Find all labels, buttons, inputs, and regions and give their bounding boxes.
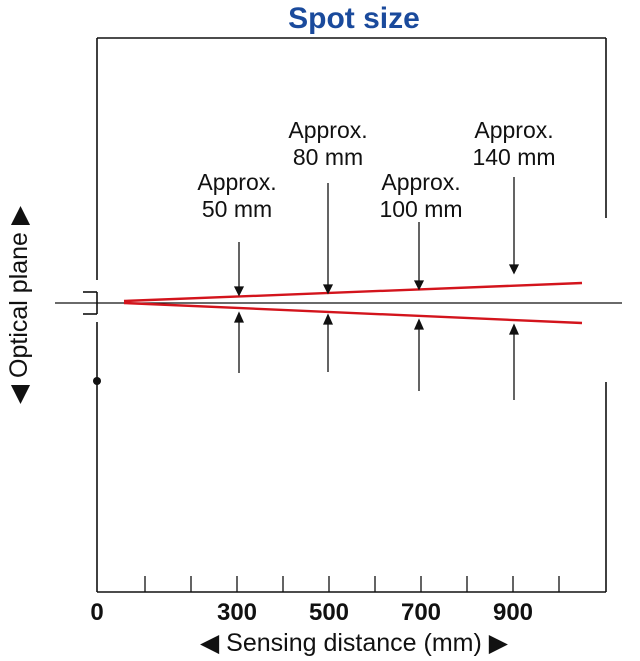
x-axis-label: ◀ Sensing distance (mm) ▶ [200, 629, 509, 657]
x-tick-label-0: 0 [90, 599, 103, 626]
beam-lower-edge [123, 301, 583, 325]
annotation-500-line1: Approx. [288, 117, 367, 143]
annotation-500-line2: 80 mm [293, 144, 363, 170]
x-tick-label-900: 900 [493, 599, 533, 626]
diagram-title: Spot size [288, 2, 420, 35]
beam-upper-edge [123, 281, 583, 303]
annotation-500: Approx. 80 mm [288, 117, 367, 170]
diagram-frame [96, 37, 607, 593]
annotation-700: Approx. 100 mm [379, 169, 462, 222]
x-tick-label-700: 700 [401, 599, 441, 626]
annotation-700-line2: 100 mm [379, 196, 462, 222]
x-tick-label-300: 300 [217, 599, 257, 626]
spot-marker-500 [322, 183, 334, 372]
y-axis-label: ◀ Optical plane ▶ [5, 205, 33, 404]
reference-dot [93, 377, 101, 385]
spot-marker-300 [233, 242, 245, 373]
annotation-900-line1: Approx. [474, 117, 553, 143]
annotation-300-line2: 50 mm [202, 196, 272, 222]
annotation-900-line2: 140 mm [472, 144, 555, 170]
x-axis-ticks [144, 576, 560, 592]
spot-marker-700 [413, 222, 425, 391]
annotation-900: Approx. 140 mm [472, 117, 555, 170]
annotation-700-line1: Approx. [381, 169, 460, 195]
annotation-300-line1: Approx. [197, 169, 276, 195]
spot-marker-900 [508, 177, 520, 400]
annotation-300: Approx. 50 mm [197, 169, 276, 222]
x-tick-label-500: 500 [309, 599, 349, 626]
